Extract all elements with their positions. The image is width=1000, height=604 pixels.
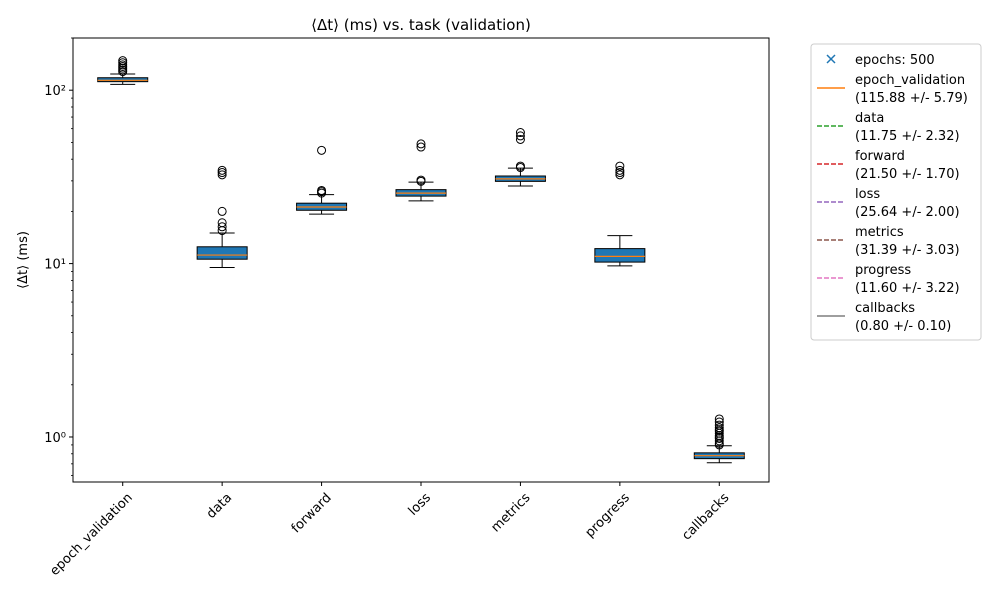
legend-label: metrics [855, 225, 904, 240]
y-tick-label: 10⁰ [44, 431, 66, 446]
outlier-point [714, 414, 724, 424]
outlier-point [217, 165, 227, 175]
outlier-point [714, 420, 724, 430]
outlier-point [317, 145, 327, 155]
legend-label: (0.80 +/- 0.10) [855, 319, 951, 334]
box-group-loss [395, 139, 447, 202]
outlier-point [416, 175, 426, 185]
y-tick-label: 10¹ [44, 258, 66, 273]
box-iqr [196, 246, 248, 260]
legend-label: progress [855, 263, 911, 278]
legend-label: (25.64 +/- 2.00) [855, 205, 960, 220]
box-group-epoch_validation [97, 56, 149, 85]
legend-label: epoch_validation [855, 73, 965, 88]
outlier-point [515, 128, 525, 138]
outlier-point [217, 218, 227, 228]
outlier-point [615, 161, 625, 171]
outlier-point [615, 168, 625, 178]
legend-label: epochs: 500 [855, 53, 935, 68]
outlier-point [217, 170, 227, 180]
legend-label: (115.88 +/- 5.79) [855, 91, 968, 106]
outlier-point [217, 168, 227, 178]
box-group-metrics [494, 128, 546, 187]
legend-label: data [855, 111, 884, 126]
legend-label: forward [855, 149, 905, 164]
legend-box [810, 43, 982, 341]
legend-label: (31.39 +/- 3.03) [855, 243, 960, 258]
legend-marker [826, 54, 836, 64]
outlier-point [515, 131, 525, 141]
legend: epochs: 500 epoch_validation (115.88 +/- 5… [810, 43, 982, 341]
y-axis-label: ⟨Δt⟩ (ms) [16, 231, 31, 289]
outlier-point [515, 161, 525, 171]
outlier-point [615, 165, 625, 175]
legend-label: callbacks [855, 301, 915, 316]
outlier-point [714, 423, 724, 433]
box-group-forward [296, 145, 348, 215]
outlier-point [217, 222, 227, 232]
outlier-point [416, 142, 426, 152]
outlier-point [416, 139, 426, 149]
legend-label: (11.75 +/- 2.32) [855, 129, 960, 144]
outlier-point [515, 134, 525, 144]
legend-label: (21.50 +/- 1.70) [855, 167, 960, 182]
outlier-point [118, 60, 128, 70]
outlier-point [714, 417, 724, 427]
box-iqr [594, 248, 646, 263]
outlier-point [217, 206, 227, 216]
box-group-data [196, 165, 248, 268]
box-group-callbacks [693, 414, 745, 464]
outlier-point [317, 185, 327, 195]
y-tick-label: 10² [44, 84, 66, 99]
legend-label: (11.60 +/- 3.22) [855, 281, 960, 296]
box-iqr [97, 77, 149, 83]
box-group-progress [594, 161, 646, 267]
legend-label: loss [855, 187, 880, 202]
outlier-point [118, 56, 128, 66]
outlier-point [118, 58, 128, 68]
chart-title: ⟨Δt⟩ (ms) vs. task (validation) [311, 16, 531, 34]
outlier-point [615, 170, 625, 180]
